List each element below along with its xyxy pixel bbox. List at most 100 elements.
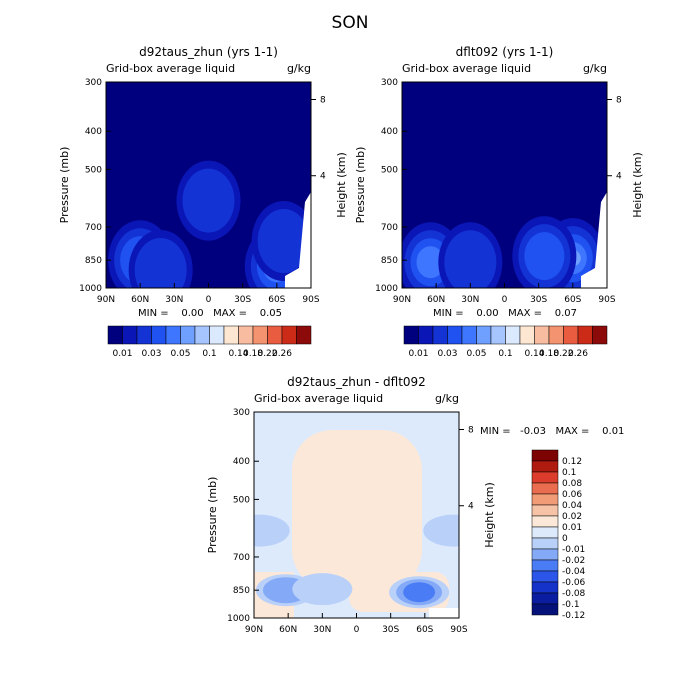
colorbar-label: 0.01 bbox=[408, 349, 428, 359]
panel-subtitle: Grid-box average liquid bbox=[254, 392, 383, 405]
x-tick-label: 90S bbox=[302, 295, 319, 305]
missing-data-region bbox=[581, 192, 607, 288]
field-contour bbox=[292, 573, 353, 606]
panel-2: dflt092 (yrs 1-1) Grid-box average liquid… bbox=[354, 45, 644, 359]
field-contour bbox=[257, 209, 310, 274]
colorbar-swatch bbox=[107, 325, 123, 345]
panel-title: d92taus_zhun (yrs 1-1) bbox=[139, 45, 278, 59]
x-tick-label: 60N bbox=[279, 625, 297, 635]
colorbar-label: -0.01 bbox=[562, 545, 585, 555]
colorbar-swatch bbox=[223, 325, 239, 345]
colorbar-label: -0.1 bbox=[562, 600, 580, 610]
y-tick-label: 400 bbox=[233, 457, 250, 467]
colorbar-label: -0.04 bbox=[562, 567, 586, 577]
colorbar-swatch bbox=[252, 325, 268, 345]
panel-subtitle: Grid-box average liquid bbox=[106, 62, 235, 75]
y-axis-label: Pressure (mb) bbox=[58, 147, 71, 224]
y-tick-label: 700 bbox=[381, 223, 398, 233]
colorbar-label: 0.02 bbox=[562, 512, 582, 522]
colorbar-label: 0.03 bbox=[141, 349, 161, 359]
panel-units: g/kg bbox=[435, 392, 459, 405]
x-tick-label: 90N bbox=[97, 295, 115, 305]
colorbar-swatch bbox=[209, 325, 225, 345]
field bbox=[254, 412, 459, 618]
colorbar-swatch bbox=[531, 592, 559, 605]
panel-units: g/kg bbox=[287, 62, 311, 75]
y-tick-label: 1000 bbox=[79, 284, 102, 294]
colorbar-swatch bbox=[531, 493, 559, 506]
figure-title: SON bbox=[332, 13, 369, 33]
colorbar-swatch bbox=[563, 325, 579, 345]
x-tick-label: 0 bbox=[206, 295, 212, 305]
x-tick-label: 0 bbox=[502, 295, 508, 305]
colorbar-label: 0.26 bbox=[568, 349, 588, 359]
colorbar-label: 0.05 bbox=[170, 349, 190, 359]
y2-axis-label: Height (km) bbox=[483, 482, 496, 548]
colorbar-swatch bbox=[490, 325, 506, 345]
colorbar-label: 0.1 bbox=[202, 349, 216, 359]
colorbar-swatch bbox=[418, 325, 434, 345]
colorbar-swatch bbox=[531, 537, 559, 550]
colorbar-label: 0.14 bbox=[524, 349, 544, 359]
y-tick-label: 850 bbox=[381, 256, 398, 266]
y2-axis-label: Height (km) bbox=[335, 152, 348, 218]
panel-subtitle: Grid-box average liquid bbox=[402, 62, 531, 75]
panel-title: dflt092 (yrs 1-1) bbox=[456, 45, 554, 59]
y-tick-label: 850 bbox=[85, 256, 102, 266]
y-axis-label: Pressure (mb) bbox=[354, 147, 367, 224]
colorbar-swatch bbox=[403, 325, 419, 345]
colorbar-swatch bbox=[531, 460, 559, 473]
colorbar-label: 0.12 bbox=[562, 457, 582, 467]
y2-axis-label: Height (km) bbox=[631, 152, 644, 218]
x-tick-label: 60N bbox=[131, 295, 149, 305]
colorbar-label: 0.1 bbox=[562, 468, 576, 478]
x-tick-label: 30S bbox=[382, 625, 399, 635]
field bbox=[402, 82, 607, 288]
y2-tick-label: 8 bbox=[468, 426, 474, 436]
y-tick-label: 400 bbox=[381, 127, 398, 137]
x-tick-label: 30N bbox=[165, 295, 183, 305]
colorbar-swatch bbox=[531, 449, 559, 462]
y-tick-label: 1000 bbox=[227, 614, 250, 624]
colorbar-swatch bbox=[180, 325, 196, 345]
colorbar-swatch bbox=[194, 325, 210, 345]
x-tick-label: 90S bbox=[450, 625, 467, 635]
colorbar-swatch bbox=[505, 325, 521, 345]
colorbar-swatch bbox=[519, 325, 535, 345]
colorbar-label: 0.01 bbox=[112, 349, 132, 359]
colorbar-label: -0.12 bbox=[562, 611, 585, 621]
y-tick-label: 300 bbox=[233, 408, 250, 418]
field-contour bbox=[254, 514, 290, 547]
colorbar-label: 0.22 bbox=[553, 349, 573, 359]
x-tick-label: 60S bbox=[268, 295, 285, 305]
colorbar-label: 0 bbox=[562, 534, 568, 544]
colorbar-label: 0.26 bbox=[272, 349, 292, 359]
stats-label: MIN = 0.00 MAX = 0.07 bbox=[433, 308, 577, 319]
missing-data-region bbox=[429, 608, 459, 618]
field bbox=[106, 82, 311, 288]
colorbar-swatch bbox=[432, 325, 448, 345]
colorbar-swatch bbox=[151, 325, 167, 345]
field-contour bbox=[182, 168, 235, 233]
x-tick-label: 60S bbox=[564, 295, 581, 305]
colorbar-label: 0.04 bbox=[562, 501, 582, 511]
colorbar-swatch bbox=[531, 581, 559, 594]
x-tick-label: 30N bbox=[313, 625, 331, 635]
colorbar-swatch bbox=[531, 526, 559, 539]
colorbar-swatch bbox=[531, 559, 559, 572]
field-contour bbox=[423, 514, 459, 547]
colorbar-swatch bbox=[281, 325, 297, 345]
y-tick-label: 500 bbox=[233, 495, 250, 505]
x-tick-label: 30N bbox=[461, 295, 479, 305]
colorbar-label: -0.08 bbox=[562, 589, 586, 599]
colorbar-label: -0.06 bbox=[562, 578, 586, 588]
colorbar-swatch bbox=[296, 325, 312, 345]
colorbar-swatch bbox=[548, 325, 564, 345]
panel-3: d92taus_zhun - dflt092 Grid-box average l… bbox=[206, 375, 624, 635]
colorbar-swatch bbox=[447, 325, 463, 345]
colorbar-label: 0.03 bbox=[437, 349, 457, 359]
stats-label: MIN = 0.00 MAX = 0.05 bbox=[138, 308, 282, 319]
colorbar-label: 0.14 bbox=[228, 349, 248, 359]
y2-tick-label: 4 bbox=[616, 172, 622, 182]
